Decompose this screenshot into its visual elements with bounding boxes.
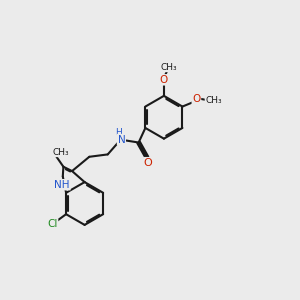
Text: O: O bbox=[192, 94, 200, 104]
Text: CH₃: CH₃ bbox=[160, 62, 177, 71]
Text: CH₃: CH₃ bbox=[52, 148, 69, 157]
Text: CH₃: CH₃ bbox=[205, 96, 222, 105]
Text: NH: NH bbox=[54, 180, 70, 190]
Text: N: N bbox=[118, 134, 125, 145]
Text: O: O bbox=[144, 158, 152, 168]
Text: H: H bbox=[115, 128, 122, 137]
Text: O: O bbox=[160, 75, 168, 85]
Text: Cl: Cl bbox=[47, 219, 58, 229]
